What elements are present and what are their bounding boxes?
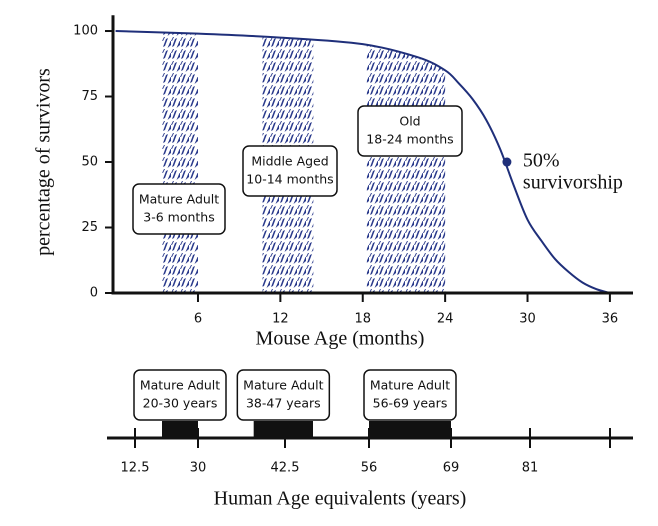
human-band-label: Mature Adult	[243, 378, 323, 393]
label-box	[363, 369, 457, 421]
y-tick-label: 100	[73, 24, 98, 39]
label-box	[132, 183, 226, 235]
annotation-point	[502, 157, 512, 167]
human-band-label: Mature Adult	[370, 378, 450, 393]
annotation-label: survivorship	[523, 172, 623, 194]
x-tick-label: 18	[354, 312, 371, 327]
label-box	[236, 369, 331, 421]
human-age-band	[369, 421, 451, 438]
human-tick-label: 81	[522, 461, 539, 476]
survival-curve	[115, 30, 611, 294]
human-tick-label: 69	[443, 461, 460, 476]
human-band-label: 20-30 years	[143, 396, 218, 411]
human-axis-label: Human Age equivalents (years)	[214, 488, 467, 510]
x-tick-label: 6	[194, 312, 202, 327]
human-band-label: 38-47 years	[246, 396, 321, 411]
human-tick-label: 42.5	[271, 461, 300, 476]
age-band	[162, 31, 198, 294]
band-label: Middle Aged	[251, 154, 328, 169]
band-label: 3-6 months	[143, 210, 214, 225]
band-label: 18-24 months	[366, 132, 453, 147]
x-tick-label: 24	[437, 312, 454, 327]
x-axis-label: Mouse Age (months)	[256, 328, 425, 350]
annotation-label: 50%	[523, 150, 560, 172]
human-tick-label: 56	[361, 461, 378, 476]
human-tick-label: 12.5	[121, 461, 150, 476]
band-label: Old	[399, 114, 420, 129]
age-band	[366, 31, 446, 294]
y-tick-label: 25	[81, 220, 98, 235]
y-tick-label: 0	[90, 286, 98, 301]
human-age-band	[162, 421, 198, 438]
label-box	[242, 145, 338, 197]
y-tick-label: 50	[81, 155, 98, 170]
y-tick-label: 75	[81, 89, 98, 104]
human-tick-label: 30	[190, 461, 207, 476]
human-band-label: 56-69 years	[373, 396, 448, 411]
human-age-band	[253, 421, 313, 438]
human-band-label: Mature Adult	[140, 378, 220, 393]
x-tick-label: 12	[272, 312, 289, 327]
y-axis-label: percentage of survivors	[33, 68, 55, 256]
x-tick-label: 30	[519, 312, 536, 327]
label-box	[357, 105, 463, 157]
label-box	[133, 369, 227, 421]
band-label: 10-14 months	[246, 172, 333, 187]
x-tick-label: 36	[602, 312, 619, 327]
band-label: Mature Adult	[139, 192, 219, 207]
